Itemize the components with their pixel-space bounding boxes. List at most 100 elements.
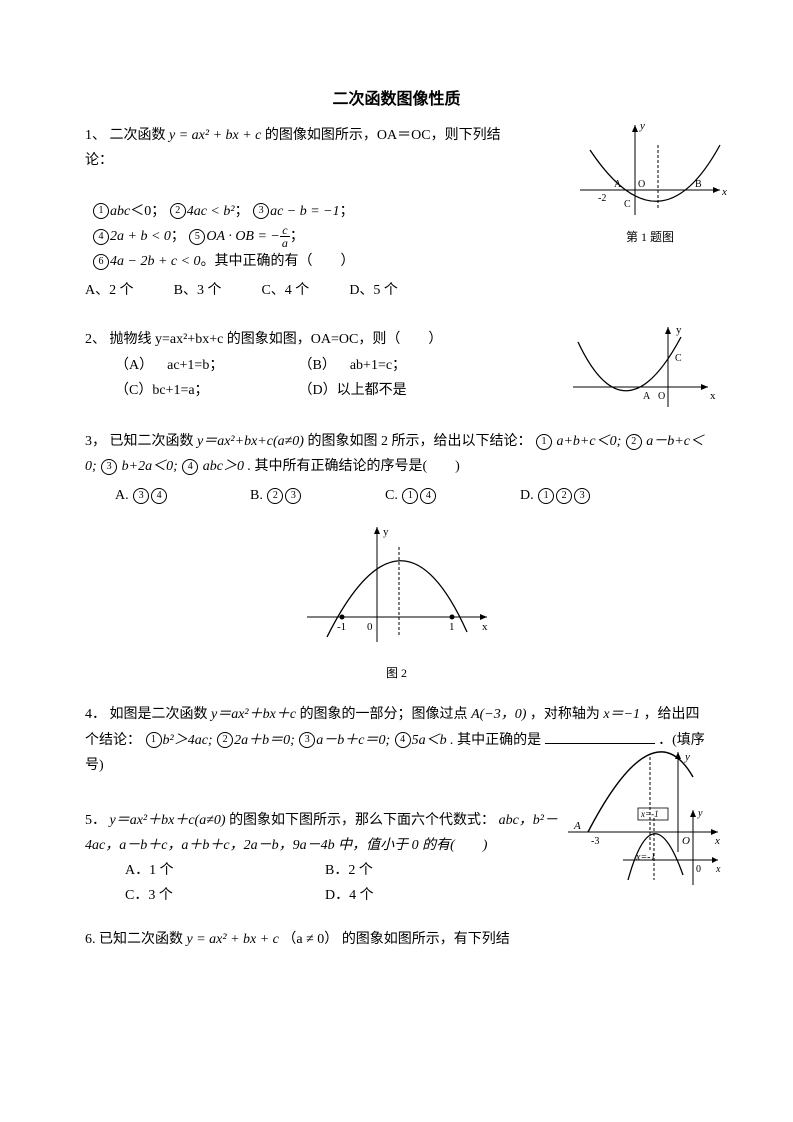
svg-text:A: A: [614, 179, 622, 190]
svg-text:x: x: [710, 390, 716, 402]
problem-5: x=-1 y x 0 5． y＝ax²＋bx＋c(a≠0) 的图象如下图所示，那…: [85, 808, 708, 909]
p2-opt-a: （A） ac+1=b；: [115, 353, 295, 378]
p3-formula: y＝ax²+bx+c(a≠0): [197, 434, 304, 449]
svg-text:C: C: [624, 199, 631, 210]
circled-5: 5: [189, 229, 205, 245]
p3-optB-label: B.: [250, 488, 266, 503]
svg-text:-2: -2: [598, 193, 606, 204]
p1-c6-post: 。其中正确的有（ ）: [201, 254, 355, 269]
p4-stem-c: ，对称轴为: [530, 707, 604, 722]
svg-text:x: x: [715, 864, 721, 875]
p1-opt-c: C、4 个: [261, 278, 309, 303]
p1-formula: y = ax² + bx + c: [169, 128, 261, 143]
svg-text:y: y: [684, 751, 690, 763]
svg-text:O: O: [638, 179, 645, 190]
p5-num: 5．: [85, 813, 106, 828]
figure-2: x y A O C: [563, 317, 718, 412]
p3-c4: abc＞0 .: [199, 459, 251, 474]
problem-2: x y A O C 2、 抛物线 y=ax²+bx+c 的图象如图，OA=OC，…: [85, 327, 708, 403]
p5-opt-d: D．4 个: [325, 883, 525, 908]
p1-c3-post: ；: [340, 204, 354, 219]
svg-text:x: x: [482, 621, 488, 633]
problem-3: 3， 已知二次函数 y＝ax²+bx+c(a≠0) 的图象如图 2 所示，给出以…: [85, 429, 708, 684]
p3-c3-n: 3: [101, 459, 117, 475]
svg-text:B: B: [695, 179, 702, 190]
p1-stem-a: 二次函数: [110, 128, 170, 143]
blank-input[interactable]: [545, 729, 655, 744]
problem-4: A -3 O y x x=-1 4． 如图是二次函数 y＝ax²＋bx＋c 的图…: [85, 702, 708, 778]
p1-c4-pre: 2a + b < 0: [110, 229, 171, 244]
p3-optC-label: C.: [385, 488, 401, 503]
figure-5: x=-1 y x 0: [618, 800, 728, 895]
p1-opt-b: B、3 个: [174, 278, 222, 303]
p6-stem-a: 已知二次函数: [99, 932, 187, 947]
p4-c4: 5a＜b .: [412, 733, 454, 748]
p1-frac-den: a: [280, 237, 290, 249]
p1-c2-post: ；: [235, 204, 249, 219]
p2-stem: 抛物线 y=ax²+bx+c 的图象如图，OA=OC，则（ ）: [110, 332, 443, 347]
p4-axis: x＝−1: [603, 707, 640, 722]
svg-text:y: y: [697, 808, 703, 819]
p5-stem-a: y＝ax²＋bx＋c(a≠0): [110, 813, 226, 828]
p2-opt-b: （B） ab+1=c；: [299, 358, 407, 373]
figure-1: x y A -2 O B C 第 1 题图: [570, 115, 730, 249]
p5-opt-a: A．1 个: [125, 858, 325, 883]
p5-stem-b: 的图象如下图所示，那么下面六个代数式：: [229, 813, 495, 828]
svg-text:0: 0: [367, 621, 373, 633]
problem-1: x y A -2 O B C 第 1 题图 1、 二次函数 y = ax² + …: [85, 123, 708, 303]
p5-opt-b: B．2 个: [325, 858, 525, 883]
circled-6: 6: [93, 254, 109, 270]
p3-c3: b+2a＜0;: [118, 459, 178, 474]
p6-formula: y = ax² + bx + c: [187, 932, 279, 947]
svg-text:1: 1: [449, 621, 455, 633]
problem-6: 6. 已知二次函数 y = ax² + bx + c （a ≠ 0） 的图象如图…: [85, 927, 708, 952]
p1-opt-a: A、2 个: [85, 278, 134, 303]
p4-stem-a: 如图是二次函数: [110, 707, 212, 722]
p3-c1: a+b+c＜0;: [553, 434, 621, 449]
circled-1: 1: [93, 203, 109, 219]
p1-c5-post: ；: [290, 229, 304, 244]
svg-text:C: C: [675, 353, 682, 364]
p1-c1-pre: abc: [110, 204, 130, 219]
figure-1-caption: 第 1 题图: [570, 227, 730, 249]
p3-c4-n: 4: [182, 459, 198, 475]
p3-optD-label: D.: [520, 488, 537, 503]
svg-text:x=-1: x=-1: [640, 809, 659, 819]
figure-3-caption: 图 2: [85, 663, 708, 685]
p4-tail-a: 其中正确的是: [457, 733, 541, 748]
svg-text:-1: -1: [337, 621, 346, 633]
p1-c1-post: ＜0；: [130, 204, 165, 219]
figure-3-wrap: -1 1 0 y x 图 2: [85, 517, 708, 685]
p3-c2-n: 2: [626, 434, 642, 450]
p4-c3: a－b＋c＝0;: [316, 733, 390, 748]
svg-text:y: y: [383, 526, 389, 538]
svg-text:y: y: [676, 324, 682, 336]
p1-c6-pre: 4a − 2b + c < 0: [110, 254, 201, 269]
svg-text:0: 0: [696, 864, 701, 875]
p6-cond: （a ≠ 0）: [282, 932, 338, 947]
p4-ptA: A(−3，0): [471, 707, 526, 722]
svg-text:O: O: [658, 391, 665, 402]
p3-tail: 其中所有正确结论的序号是( ): [255, 459, 460, 474]
p4-stem-b: 的图象的一部分；图像过点: [300, 707, 472, 722]
p1-c5-pre: OA · OB = −: [206, 229, 279, 244]
p2-opt-c: （C）bc+1=a；: [115, 378, 295, 403]
p5-opt-c: C．3 个: [125, 883, 325, 908]
p3-stem-a: 已知二次函数: [110, 434, 198, 449]
p6-stem-b: 的图象如图所示，有下列结: [342, 932, 510, 947]
p6-num: 6.: [85, 932, 96, 947]
p4-c2: 2a＋b＝0;: [234, 733, 295, 748]
page-title: 二次函数图像性质: [85, 85, 708, 109]
p3-num: 3，: [85, 434, 106, 449]
p1-opt-d: D、5 个: [349, 278, 398, 303]
p1-num: 1、: [85, 128, 106, 143]
p3-c1-n: 1: [536, 434, 552, 450]
svg-text:A: A: [643, 391, 651, 402]
p3-optA-label: A.: [115, 488, 132, 503]
p1-c3-pre: ac − b = −1: [270, 204, 340, 219]
p4-c1: b²＞4ac;: [163, 733, 213, 748]
p4-formula: y＝ax²＋bx＋c: [211, 707, 296, 722]
p1-c2-pre: 4ac < b²: [187, 204, 235, 219]
svg-text:x: x: [721, 186, 727, 198]
p2-num: 2、: [85, 332, 106, 347]
